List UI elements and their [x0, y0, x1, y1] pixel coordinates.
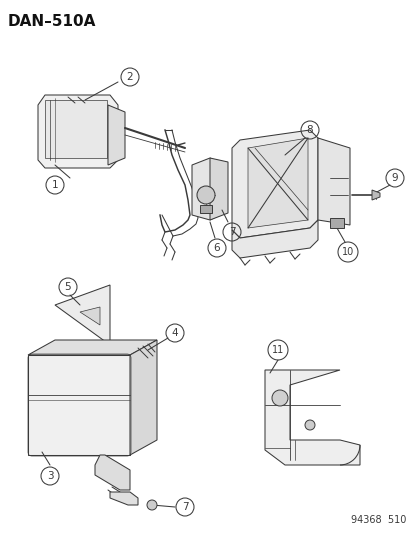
Text: 10: 10 — [341, 247, 353, 257]
Text: 1: 1 — [52, 180, 58, 190]
Circle shape — [304, 420, 314, 430]
Polygon shape — [110, 492, 138, 505]
Circle shape — [197, 186, 214, 204]
Polygon shape — [55, 285, 110, 345]
Polygon shape — [28, 340, 157, 355]
Polygon shape — [231, 130, 317, 238]
Polygon shape — [192, 158, 219, 220]
Text: 7: 7 — [228, 227, 235, 237]
Polygon shape — [38, 95, 118, 168]
Circle shape — [271, 390, 287, 406]
Polygon shape — [209, 158, 228, 220]
Bar — [199, 205, 211, 213]
Polygon shape — [231, 220, 317, 258]
Polygon shape — [247, 138, 307, 228]
Polygon shape — [28, 355, 130, 455]
Text: 4: 4 — [171, 328, 178, 338]
Text: 3: 3 — [47, 471, 53, 481]
Polygon shape — [317, 138, 349, 225]
Text: 8: 8 — [306, 125, 313, 135]
Polygon shape — [130, 340, 157, 455]
Polygon shape — [80, 307, 100, 325]
Text: 94368  510: 94368 510 — [350, 515, 405, 525]
Text: 11: 11 — [271, 345, 283, 355]
Polygon shape — [45, 100, 107, 158]
Text: 2: 2 — [126, 72, 133, 82]
Bar — [329, 218, 343, 228]
Text: 5: 5 — [64, 282, 71, 292]
Text: 7: 7 — [181, 502, 188, 512]
Circle shape — [147, 500, 157, 510]
Polygon shape — [108, 105, 125, 165]
Text: 9: 9 — [391, 173, 397, 183]
Polygon shape — [264, 370, 359, 465]
Text: 6: 6 — [213, 243, 220, 253]
Polygon shape — [371, 190, 379, 200]
Text: DAN–510A: DAN–510A — [8, 14, 96, 29]
Polygon shape — [95, 455, 130, 490]
